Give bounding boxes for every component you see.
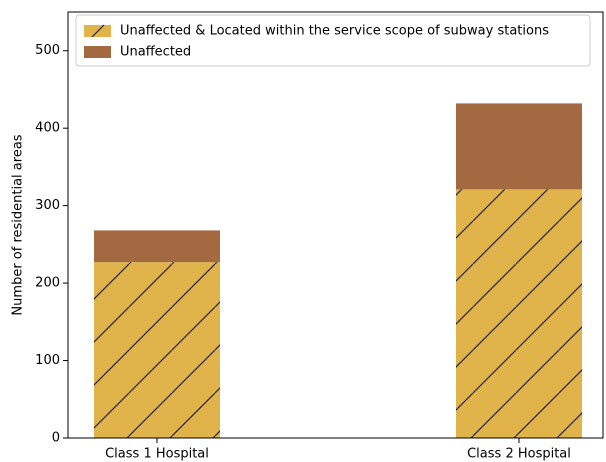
bar-segment: [456, 103, 582, 190]
legend-label: Unaffected & Located within the service …: [120, 24, 549, 39]
legend-hatch: [91, 24, 105, 38]
y-tick-label: 400: [35, 121, 60, 136]
bar-hatch: [94, 262, 220, 438]
plot-frame: [67, 11, 604, 439]
y-tick-label: 100: [35, 353, 60, 368]
y-tick-label: 200: [35, 276, 60, 291]
bar-segment: [94, 230, 220, 263]
y-tick-label: 500: [35, 43, 60, 58]
x-tick-label: Class 2 Hospital: [467, 447, 571, 462]
legend-box: [75, 14, 591, 67]
x-tick-label: Class 1 Hospital: [105, 447, 209, 462]
bar-hatch: [456, 189, 582, 438]
y-tick-label: 0: [52, 431, 60, 446]
legend-swatch: [84, 46, 111, 58]
y-axis-label: Number of residential areas: [11, 134, 26, 315]
legend: Unaffected & Located within the service …: [75, 14, 591, 67]
legend-label: Unaffected: [120, 45, 191, 60]
y-tick-label: 300: [35, 198, 60, 213]
